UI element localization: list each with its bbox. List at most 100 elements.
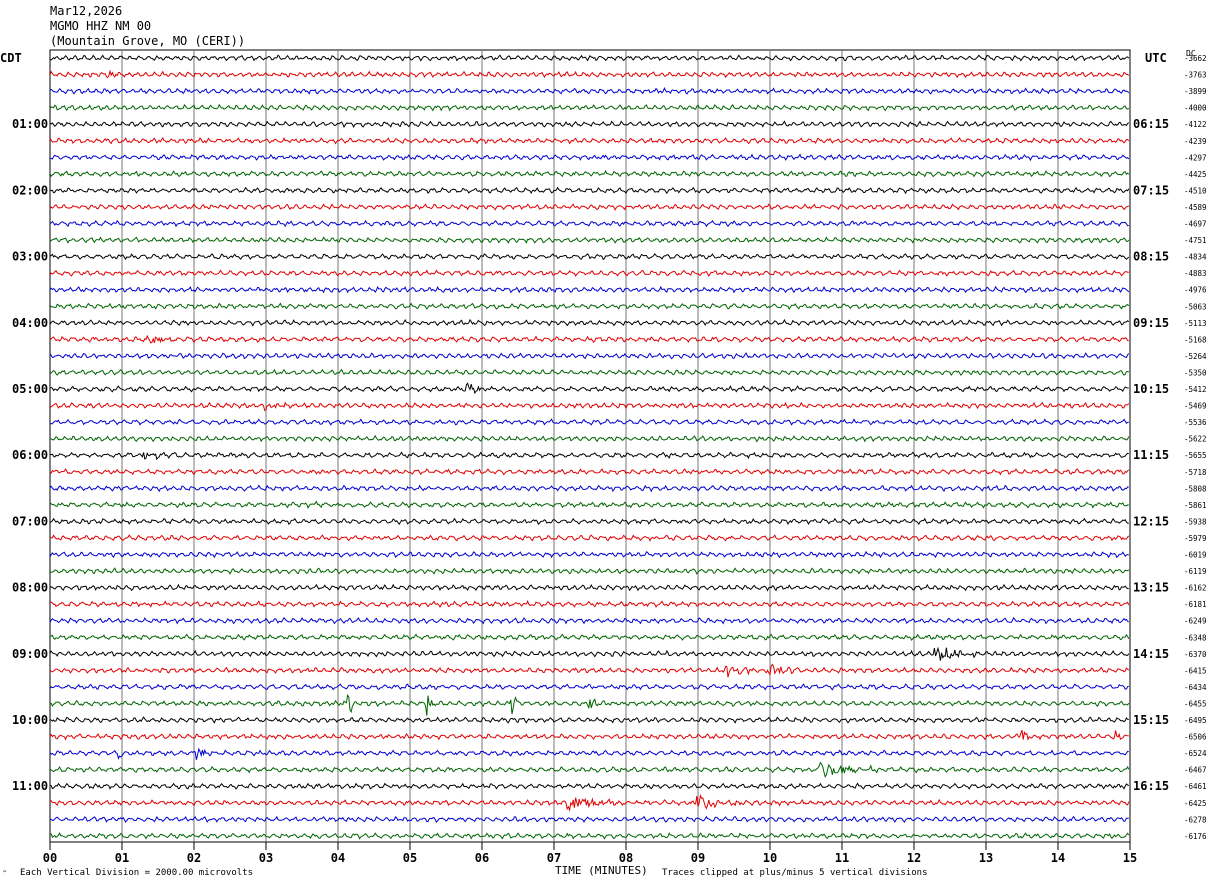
- trace-line: [49, 782, 1130, 790]
- dc-offset-label: -6506: [1184, 733, 1207, 742]
- trace-line: [49, 203, 1129, 211]
- scale-note: Each Vertical Division = 2000.00 microvo…: [20, 868, 253, 878]
- trace-line: [49, 484, 1129, 493]
- x-tick-label: 02: [187, 851, 201, 865]
- dc-offset-label: -4122: [1184, 120, 1207, 129]
- dc-offset-label: -6495: [1184, 716, 1207, 725]
- dc-offset-label: -5536: [1184, 418, 1207, 427]
- dc-offset-label: -3899: [1184, 87, 1207, 96]
- cdt-time-label: 02:00: [12, 183, 48, 197]
- clip-note: Traces clipped at plus/minus 5 vertical …: [662, 868, 928, 878]
- trace-line: [49, 550, 1129, 559]
- dc-offset-label: -5350: [1184, 368, 1207, 377]
- dc-offset-label: -4697: [1184, 220, 1207, 229]
- x-tick-label: 08: [619, 851, 633, 865]
- trace-line: [49, 716, 1129, 724]
- utc-time-label: 06:15: [1133, 117, 1169, 131]
- trace-line: [49, 517, 1129, 526]
- trace-line: [49, 418, 1129, 426]
- dc-offset-label: -4976: [1184, 286, 1207, 295]
- x-tick-label: 00: [43, 851, 57, 865]
- trace-line: [49, 663, 1130, 678]
- dc-offset-label: -6348: [1184, 633, 1207, 642]
- dc-offset-label: -5655: [1184, 451, 1207, 460]
- cdt-time-label: 11:00: [12, 779, 48, 793]
- utc-time-label: 07:15: [1133, 183, 1169, 197]
- dc-label: DC: [1186, 49, 1196, 58]
- dc-offset-label: -6119: [1184, 567, 1207, 576]
- dc-offset-label: -4000: [1184, 104, 1207, 113]
- x-tick-label: 04: [331, 851, 345, 865]
- dc-offset-label: -6370: [1184, 650, 1207, 659]
- dc-offset-label: -5412: [1184, 385, 1207, 394]
- trace-line: [49, 747, 1129, 760]
- dc-offset-label: -5622: [1184, 435, 1207, 444]
- dc-offset-label: -4751: [1184, 236, 1207, 245]
- trace-line: [49, 583, 1129, 592]
- utc-time-label: 10:15: [1133, 382, 1169, 396]
- utc-time-label: 15:15: [1133, 713, 1169, 727]
- x-tick-label: 03: [259, 851, 273, 865]
- x-tick-label: 06: [475, 851, 489, 865]
- x-tick-label: 05: [403, 851, 417, 865]
- dc-offset-label: -4883: [1184, 269, 1207, 278]
- trace-line: [49, 683, 1129, 691]
- trace-line: [49, 137, 1130, 145]
- dc-offset-label: -6461: [1184, 782, 1207, 791]
- x-tick-label: 07: [547, 851, 561, 865]
- trace-line: [49, 646, 1130, 661]
- cdt-time-label: 04:00: [12, 316, 48, 330]
- dc-offset-label: -4589: [1184, 203, 1207, 212]
- cdt-time-label: 09:00: [12, 647, 48, 661]
- traces: [49, 54, 1130, 840]
- location-label: (Mountain Grove, MO (CERI)): [50, 34, 246, 48]
- cdt-time-label: 06:00: [12, 448, 48, 462]
- dc-offset-label: -5168: [1184, 335, 1207, 344]
- dc-offset-label: -5979: [1184, 534, 1207, 543]
- dc-offset-label: -3662: [1184, 54, 1207, 63]
- x-tick-label: 12: [907, 851, 921, 865]
- trace-line: [49, 352, 1130, 360]
- trace-line: [50, 434, 1130, 443]
- dc-offset-label: -6176: [1184, 832, 1207, 841]
- cdt-time-label: 10:00: [12, 713, 48, 727]
- x-tick-label: 14: [1051, 851, 1065, 865]
- trace-line: [49, 69, 1130, 79]
- trace-line: [49, 467, 1130, 476]
- trace-line: [49, 285, 1130, 294]
- dc-offset-label: -6455: [1184, 699, 1207, 708]
- trace-line: [49, 368, 1129, 377]
- trace-line: [49, 567, 1130, 575]
- x-tick-label: 09: [691, 851, 705, 865]
- cdt-time-label: 01:00: [12, 117, 48, 131]
- trace-line: [49, 253, 1130, 261]
- trace-line: [49, 86, 1130, 95]
- grid-lines: [49, 50, 1131, 850]
- dc-offset-label: -6278: [1184, 815, 1207, 824]
- trace-line: [49, 534, 1130, 542]
- cdt-time-label: 05:00: [12, 382, 48, 396]
- trace-line: [49, 302, 1130, 311]
- utc-time-label: 08:15: [1133, 250, 1169, 264]
- dc-offset-label: -6415: [1184, 666, 1207, 675]
- dc-offset-label: -5113: [1184, 319, 1207, 328]
- trace-line: [49, 616, 1130, 625]
- trace-line: [49, 120, 1130, 129]
- cdt-time-label: 03:00: [12, 250, 48, 264]
- axis-labels: 00 01 02 03 04 05 06 07 08 09 10 11 12 13 14 15 -3662 -37…: [12, 54, 1207, 865]
- dc-offset-label: -4297: [1184, 153, 1207, 162]
- trace-line: [49, 693, 1130, 716]
- utc-time-label: 09:15: [1133, 316, 1169, 330]
- dc-offset-label: -5808: [1184, 484, 1207, 493]
- dc-offset-label: -5938: [1184, 517, 1207, 526]
- cdt-axis-title: CDT: [0, 51, 22, 65]
- trace-line: [49, 815, 1129, 823]
- x-tick-label: 15: [1123, 851, 1137, 865]
- dc-offset-label: -6524: [1184, 749, 1207, 758]
- dc-offset-label: -6425: [1184, 799, 1207, 808]
- trace-line: [49, 761, 1130, 778]
- x-tick-label: 13: [979, 851, 993, 865]
- dc-offset-label: -6181: [1184, 600, 1207, 609]
- utc-time-label: 14:15: [1133, 647, 1169, 661]
